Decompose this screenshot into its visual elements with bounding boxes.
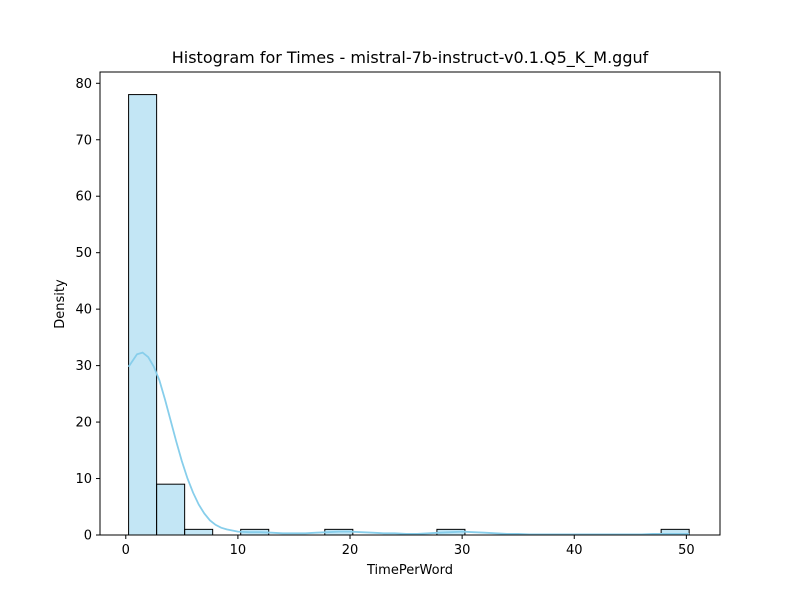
- y-tick-label: 50: [75, 246, 92, 261]
- y-axis-label: Density: [53, 279, 68, 329]
- x-tick-label: 30: [454, 543, 471, 558]
- histogram-bar-0: [128, 94, 158, 536]
- x-tick-label: 40: [566, 543, 583, 558]
- y-tick-label: 40: [75, 303, 92, 318]
- y-tick-label: 20: [75, 416, 92, 431]
- x-tick-label: 20: [342, 543, 359, 558]
- x-tick-label: 50: [678, 543, 695, 558]
- chart-title: Histogram for Times - mistral-7b-instruc…: [172, 48, 649, 68]
- histogram-bar-2: [184, 528, 214, 536]
- x-axis: 0 10 20 30 40 50: [122, 535, 695, 558]
- histogram-bars: [128, 94, 690, 536]
- x-tick-label: 0: [122, 543, 130, 558]
- x-axis-label: TimePerWord: [366, 563, 453, 578]
- plot-frame: [99, 71, 721, 536]
- y-tick-label: 60: [75, 190, 92, 205]
- y-axis: 0 10 20 30 40 50 60 70 80: [75, 77, 100, 544]
- y-tick-label: 30: [75, 359, 92, 374]
- histogram-bar-1: [156, 483, 186, 536]
- y-tick-label: 0: [84, 529, 92, 544]
- x-tick-label: 10: [230, 543, 247, 558]
- y-tick-label: 70: [75, 133, 92, 148]
- y-tick-label: 10: [75, 472, 92, 487]
- kde-curve: [127, 351, 690, 536]
- y-tick-label: 80: [75, 77, 92, 92]
